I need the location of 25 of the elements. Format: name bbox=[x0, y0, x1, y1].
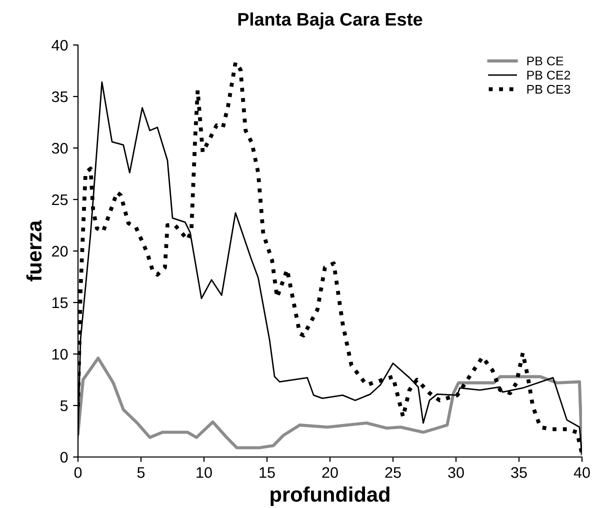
y-tick-label: 20 bbox=[52, 246, 68, 257]
chart-title: Planta Baja Cara Este bbox=[238, 12, 422, 30]
x-tick-label: 40 bbox=[574, 467, 590, 478]
y-tick-label: 15 bbox=[52, 298, 68, 308]
y-tick-label: 25 bbox=[52, 194, 68, 206]
x-tick-label: 20 bbox=[322, 467, 338, 478]
x-tick-label: 10 bbox=[196, 467, 212, 478]
x-tick-label: 30 bbox=[448, 467, 464, 478]
x-tick-label: 25 bbox=[385, 467, 401, 478]
legend-label: PB CE2 bbox=[527, 70, 570, 80]
y-tick-label: 10 bbox=[52, 348, 68, 360]
x-tick-label: 5 bbox=[137, 467, 145, 478]
legend-label: PB CE3 bbox=[527, 84, 570, 94]
y-axis-title: fuerza bbox=[26, 220, 42, 282]
x-axis-title: profundidad bbox=[270, 486, 390, 506]
y-tick-label: 40 bbox=[52, 40, 68, 51]
x-tick-label: 15 bbox=[260, 467, 275, 478]
x-tick-label: 0 bbox=[74, 467, 82, 478]
x-tick-label: 35 bbox=[511, 467, 527, 478]
y-tick-label: 30 bbox=[52, 142, 68, 154]
legend-label: PB CE bbox=[527, 56, 564, 66]
y-tick-label: 35 bbox=[52, 91, 68, 102]
y-tick-label: 0 bbox=[60, 452, 68, 463]
y-tick-label: 5 bbox=[60, 400, 68, 412]
line-series bbox=[78, 356, 582, 456]
